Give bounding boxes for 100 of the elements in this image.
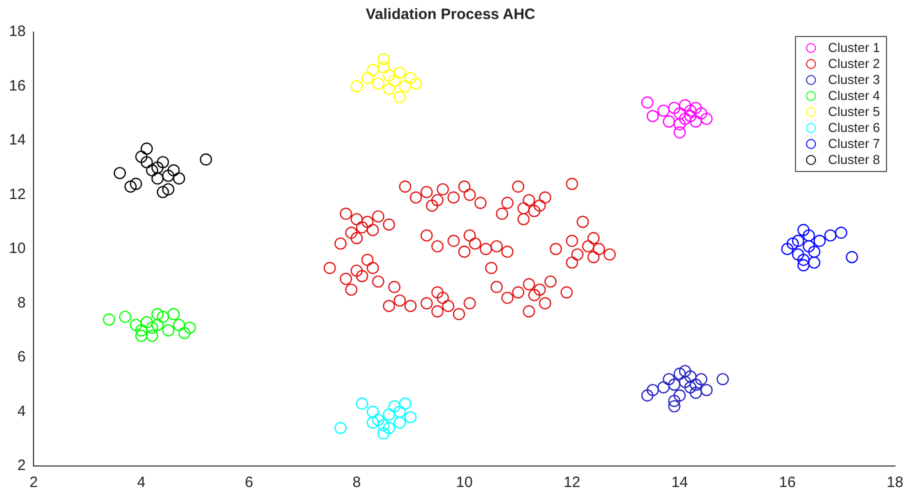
legend-label: Cluster 1: [828, 40, 880, 55]
point: [382, 69, 396, 82]
point: [668, 378, 680, 391]
point: [846, 251, 858, 264]
point: [662, 373, 676, 386]
point: [377, 61, 390, 74]
point: [797, 254, 810, 266]
point: [814, 234, 826, 247]
point: [382, 422, 396, 434]
point: [162, 183, 174, 196]
point: [168, 308, 180, 320]
point: [372, 414, 384, 426]
point: [700, 384, 713, 396]
point: [668, 400, 680, 412]
point: [662, 115, 676, 128]
point: [119, 310, 132, 323]
point: [151, 308, 164, 320]
point: [388, 400, 400, 412]
point: [356, 398, 368, 410]
point: [802, 240, 815, 252]
point: [334, 422, 347, 434]
y-tick-label: 6: [17, 348, 26, 366]
point: [835, 226, 848, 239]
point: [135, 330, 148, 342]
point: [657, 381, 670, 394]
x-tick-label: 10: [456, 474, 473, 492]
point: [146, 164, 158, 176]
legend-label: Cluster 4: [828, 88, 880, 103]
point: [140, 142, 153, 155]
x-tick-label: 18: [886, 474, 904, 492]
point: [394, 91, 406, 104]
legend-label: Cluster 7: [828, 136, 880, 151]
point: [684, 370, 697, 383]
point: [388, 74, 400, 87]
point: [797, 259, 810, 272]
x-tick-label: 6: [244, 474, 254, 492]
point: [716, 373, 729, 386]
point: [678, 99, 692, 112]
point: [674, 118, 686, 130]
point: [361, 72, 374, 84]
x-tick-label: 12: [564, 474, 580, 492]
point: [674, 368, 686, 380]
point: [786, 237, 799, 250]
point: [366, 416, 379, 429]
point: [700, 112, 713, 125]
point: [674, 107, 686, 120]
point: [184, 322, 196, 334]
legend-label: Cluster 8: [828, 152, 880, 167]
point: [151, 318, 164, 332]
point: [792, 234, 804, 247]
point: [678, 112, 692, 125]
point: [684, 104, 697, 117]
point: [797, 224, 810, 236]
point: [657, 104, 670, 117]
point: [678, 376, 692, 388]
point: [404, 72, 417, 84]
point: [684, 110, 697, 122]
point: [690, 115, 702, 128]
point: [382, 408, 396, 421]
point: [382, 82, 396, 96]
point: [135, 324, 148, 336]
point: [377, 419, 390, 432]
point: [178, 326, 191, 340]
point: [695, 373, 708, 386]
legend-label: Cluster 3: [828, 72, 880, 87]
x-tick-label: 14: [671, 474, 688, 492]
point: [399, 398, 412, 410]
point: [366, 64, 379, 76]
legend-label: Cluster 2: [828, 56, 880, 71]
point: [124, 180, 137, 193]
point: [172, 318, 186, 332]
x-tick-label: 16: [778, 474, 796, 492]
point: [200, 153, 212, 166]
point: [684, 381, 697, 394]
point: [130, 178, 142, 190]
point: [678, 364, 692, 378]
point: [808, 256, 820, 269]
point: [377, 427, 390, 440]
point: [114, 166, 126, 180]
point: [781, 242, 794, 256]
point: [690, 102, 702, 114]
y-tick-label: 10: [8, 240, 26, 258]
legend-label: Cluster 5: [828, 104, 880, 119]
point: [404, 411, 417, 424]
x-tick-label: 8: [352, 474, 361, 492]
point: [641, 96, 654, 109]
point: [668, 102, 680, 114]
point: [156, 156, 169, 168]
point: [350, 80, 363, 92]
point: [808, 246, 820, 258]
point: [394, 416, 406, 429]
point: [668, 394, 680, 407]
point: [172, 172, 186, 185]
point: [792, 248, 804, 261]
point: [399, 80, 412, 92]
point: [140, 316, 153, 328]
chart-title: Validation Process AHC: [366, 6, 536, 24]
legend-label: Cluster 6: [828, 120, 880, 135]
point: [394, 406, 406, 418]
point: [366, 406, 379, 418]
